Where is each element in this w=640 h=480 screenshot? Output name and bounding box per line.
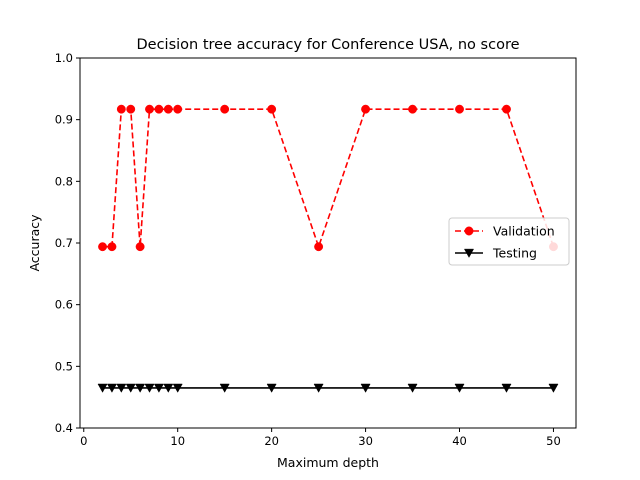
testing-data-point xyxy=(219,383,230,393)
validation-data-point xyxy=(98,242,107,252)
validation-data-point xyxy=(267,104,277,114)
x-tick-label: 40 xyxy=(452,434,467,448)
validation-data-point xyxy=(455,104,464,114)
legend-validation-marker xyxy=(464,226,474,236)
validation-data-point xyxy=(408,104,417,114)
y-tick-label: 0.4 xyxy=(55,421,73,435)
validation-data-point xyxy=(314,242,324,252)
testing-data-point xyxy=(106,383,117,393)
testing-data-point xyxy=(360,383,371,393)
y-tick-label: 0.5 xyxy=(55,359,73,373)
y-tick-label: 0.9 xyxy=(55,113,73,127)
x-tick-label: 10 xyxy=(170,434,185,448)
validation-data-point xyxy=(126,104,136,114)
validation-data-point xyxy=(173,104,183,114)
validation-data-point xyxy=(220,104,230,114)
testing-data-point xyxy=(266,383,277,393)
validation-data-point xyxy=(361,104,371,114)
legend-testing-marker xyxy=(463,248,475,258)
x-axis-label: Maximum depth xyxy=(277,455,379,470)
y-tick-label: 0.8 xyxy=(55,174,73,188)
validation-data-point xyxy=(145,104,154,114)
y-tick-label: 1.0 xyxy=(55,51,73,65)
validation-data-point xyxy=(163,104,173,114)
testing-data-point xyxy=(97,383,108,393)
validation-data-point xyxy=(116,104,126,114)
x-tick-label: 30 xyxy=(358,434,373,448)
x-tick-label: 50 xyxy=(546,434,561,448)
legend: Validation Testing xyxy=(448,217,570,266)
validation-data-point xyxy=(135,242,145,252)
y-axis-label: Accuracy xyxy=(27,214,42,272)
y-tick-label: 0.6 xyxy=(55,298,73,312)
y-tick-label: 0.7 xyxy=(55,236,73,250)
plot-area-frame xyxy=(79,57,577,429)
testing-data-point xyxy=(153,383,164,393)
testing-data-point xyxy=(313,383,324,393)
testing-data-point xyxy=(144,383,155,393)
testing-data-point xyxy=(135,383,146,393)
legend-testing-label: Testing xyxy=(492,246,537,261)
chart-title: Decision tree accuracy for Conference US… xyxy=(136,37,519,53)
x-tick-label: 20 xyxy=(264,434,279,448)
testing-data-point xyxy=(454,383,465,393)
testing-data-point xyxy=(407,383,418,393)
testing-data-point xyxy=(125,383,136,393)
validation-data-point xyxy=(107,242,117,252)
x-tick-label: 0 xyxy=(80,434,87,448)
legend-validation-label: Validation xyxy=(493,224,555,239)
testing-data-point xyxy=(163,383,174,393)
testing-data-point xyxy=(116,383,127,393)
validation-data-point xyxy=(154,104,164,114)
validation-data-point xyxy=(502,104,511,114)
testing-data-point xyxy=(501,383,512,393)
testing-data-point xyxy=(172,383,183,393)
testing-data-point xyxy=(548,383,559,393)
